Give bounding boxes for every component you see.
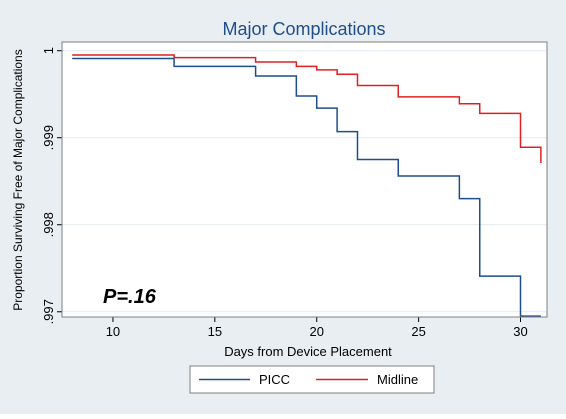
legend-label-midline: Midline [377,372,418,387]
x-axis-ticks: 10 15 20 25 30 [106,317,528,339]
series-layer [72,54,542,317]
y-tick-label: 1 [41,47,56,54]
p-value-annotation: P=.16 [103,286,157,308]
x-tick-label: 25 [411,324,425,339]
y-axis-label: Proportion Surviving Free of Major Compl… [11,49,25,310]
series-line-midline [72,54,542,163]
legend-label-picc: PICC [259,372,290,387]
plot-frame [61,41,548,318]
x-tick-label: 15 [208,324,222,339]
y-tick-label: .998 [41,212,56,237]
y-tick-label: .999 [41,125,56,150]
legend: PICC Midline [189,365,435,394]
x-tick-label: 10 [106,324,120,339]
x-tick-label: 20 [309,324,323,339]
grid-lines [62,50,547,313]
chart-title: Major Complications [222,19,385,39]
y-axis-ticks: .997 .998 .999 1 [41,47,62,324]
x-tick-label: 30 [513,324,527,339]
plot-area [62,42,547,317]
x-axis-label: Days from Device Placement [224,344,392,359]
series-line-picc [72,57,541,317]
y-tick-label: .997 [41,299,56,324]
